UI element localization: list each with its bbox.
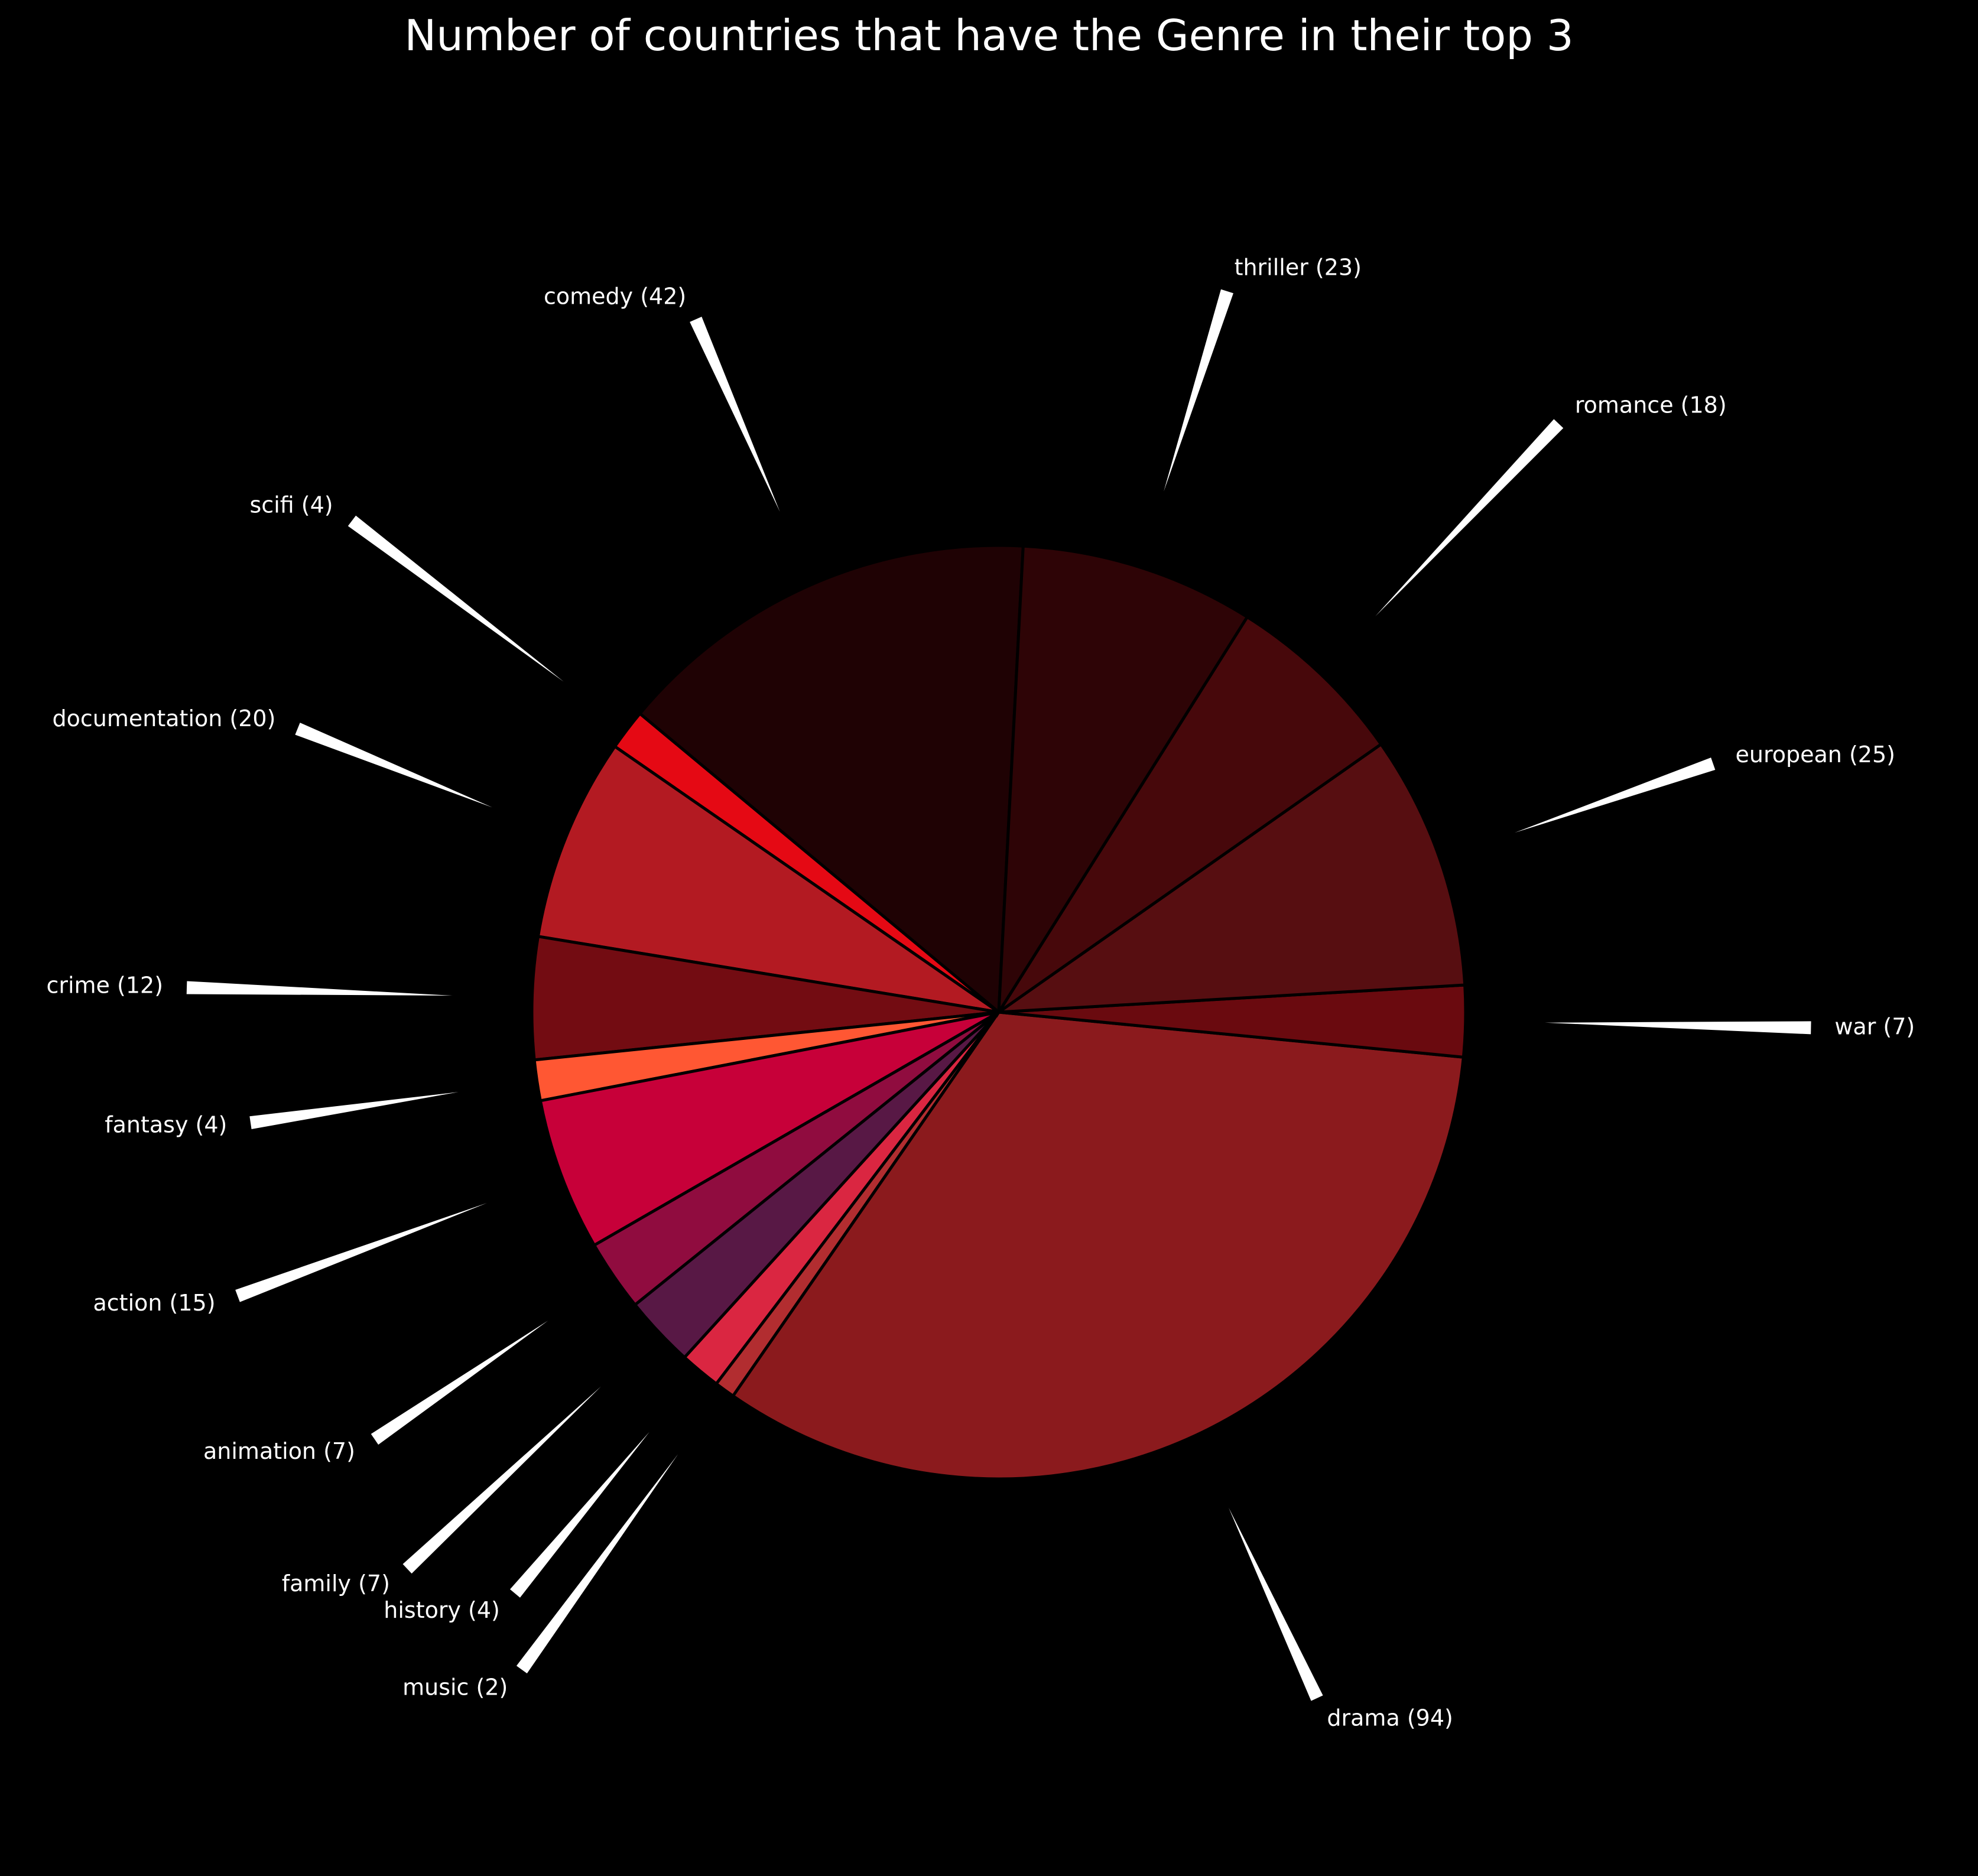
slice-label-scifi: scifi (4) (250, 492, 333, 518)
leader-crime (186, 981, 453, 996)
slice-label-fantasy: fantasy (4) (105, 1111, 227, 1137)
slice-label-thriller: thriller (23) (1235, 254, 1362, 280)
pie-slice-documentation (536, 744, 1000, 1014)
leader-drama (1228, 1507, 1323, 1701)
leader-family (402, 1386, 601, 1574)
slice-label-romance: romance (18) (1575, 392, 1727, 418)
leader-documentation (295, 723, 493, 808)
pie-slice-thriller (997, 544, 1249, 1018)
slice-label-crime: crime (12) (46, 973, 163, 999)
pie-slice-european (993, 742, 1467, 1015)
slice-label-documentation: documentation (20) (53, 705, 276, 731)
leader-thriller (1164, 289, 1233, 492)
slice-label-music: music (2) (402, 1675, 508, 1701)
pie-slice-action (538, 1010, 1000, 1247)
pie-slice-romance (997, 615, 1383, 1014)
leader-animation (371, 1321, 548, 1445)
leader-war (1545, 1021, 1811, 1035)
leader-history (510, 1432, 649, 1598)
leader-romance (1375, 419, 1564, 617)
leader-fantasy (249, 1092, 459, 1130)
slice-label-european: european (25) (1736, 742, 1895, 768)
slice-label-action: action (15) (93, 1290, 215, 1316)
slice-label-drama: drama (94) (1327, 1705, 1453, 1731)
chart-title: Number of countries that have the Genre … (404, 11, 1574, 60)
pie-slice-drama (730, 1010, 1466, 1481)
pie-slice-comedy (638, 544, 1025, 1016)
pie-slice-crime (530, 934, 999, 1062)
pie-labels: comedy (42) scifi (4) documentation (20) cr… (46, 254, 1915, 1731)
leader-european (1514, 757, 1716, 833)
slice-label-animation: animation (7) (203, 1438, 355, 1464)
leader-comedy (690, 317, 780, 512)
slice-label-history: history (4) (384, 1597, 500, 1623)
slice-label-family: family (7) (282, 1571, 390, 1597)
slice-label-war: war (7) (1834, 1014, 1915, 1040)
slice-label-comedy: comedy (42) (544, 283, 686, 309)
pie-slices (530, 544, 1467, 1481)
leader-music (516, 1454, 678, 1674)
leader-scifi (347, 515, 564, 682)
leader-action (235, 1202, 487, 1302)
